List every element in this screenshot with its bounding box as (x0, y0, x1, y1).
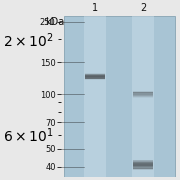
Bar (85, 74, 105, 75)
Bar (85, 73, 105, 74)
Bar (133, 166, 153, 167)
Bar (133, 159, 153, 160)
FancyBboxPatch shape (84, 15, 106, 177)
Bar (133, 93, 153, 94)
Bar (133, 161, 153, 162)
FancyBboxPatch shape (132, 15, 154, 177)
FancyBboxPatch shape (64, 15, 175, 177)
Bar (133, 168, 153, 169)
Bar (133, 164, 153, 165)
Bar (133, 92, 153, 93)
Bar (85, 74, 105, 75)
Bar (85, 73, 105, 74)
Bar (133, 163, 153, 164)
Bar (133, 169, 153, 170)
Bar (133, 96, 153, 97)
Bar (133, 161, 153, 162)
Bar (85, 78, 105, 79)
Bar (133, 94, 153, 95)
Bar (133, 160, 153, 161)
Bar (85, 79, 105, 80)
Bar (85, 77, 105, 78)
Bar (85, 76, 105, 77)
Bar (133, 167, 153, 168)
Bar (133, 162, 153, 163)
Bar (85, 75, 105, 76)
Bar (133, 91, 153, 92)
Bar (85, 79, 105, 80)
Bar (133, 95, 153, 96)
Bar (133, 97, 153, 98)
Text: kDa: kDa (45, 17, 64, 27)
Bar (133, 165, 153, 166)
